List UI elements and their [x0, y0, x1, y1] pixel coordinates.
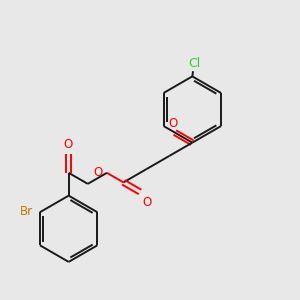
Text: O: O — [168, 117, 178, 130]
Text: O: O — [93, 166, 103, 179]
Text: O: O — [63, 139, 73, 152]
Text: O: O — [142, 196, 151, 209]
Text: Cl: Cl — [188, 57, 200, 70]
Text: Br: Br — [20, 205, 33, 218]
